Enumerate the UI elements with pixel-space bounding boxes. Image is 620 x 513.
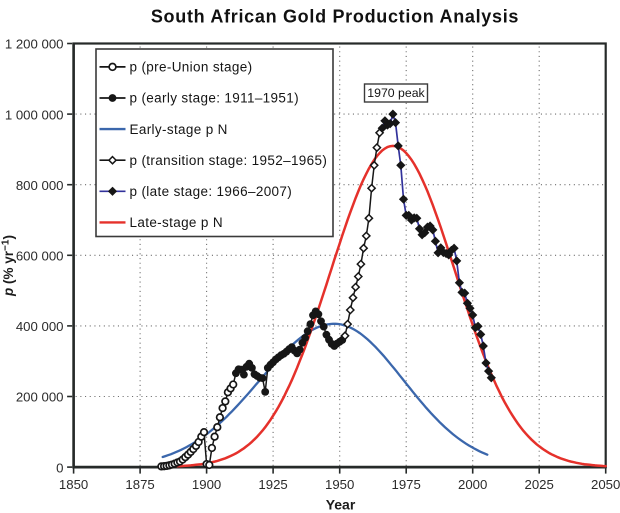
- svg-text:1850: 1850: [59, 477, 88, 492]
- svg-text:1950: 1950: [325, 477, 354, 492]
- svg-text:800 000: 800 000: [16, 178, 64, 193]
- svg-text:1925: 1925: [258, 477, 287, 492]
- svg-text:400 000: 400 000: [16, 319, 64, 334]
- svg-text:2050: 2050: [591, 477, 620, 492]
- svg-text:1975: 1975: [392, 477, 421, 492]
- svg-text:1 000 000: 1 000 000: [5, 107, 64, 122]
- svg-text:1970 peak: 1970 peak: [367, 86, 425, 100]
- svg-text:1 200 000: 1 200 000: [5, 37, 64, 52]
- svg-text:Late-stage p N: Late-stage p N: [130, 215, 223, 230]
- svg-text:Early-stage p N: Early-stage p N: [130, 122, 228, 137]
- svg-text:2000: 2000: [458, 477, 487, 492]
- svg-text:0: 0: [56, 460, 63, 475]
- svg-text:1900: 1900: [192, 477, 221, 492]
- svg-text:200 000: 200 000: [16, 390, 64, 405]
- svg-text:1875: 1875: [125, 477, 154, 492]
- svg-text:p (pre-Union stage): p (pre-Union stage): [130, 60, 253, 75]
- svg-text:South African Gold Production: South African Gold Production Analysis: [151, 6, 519, 26]
- svg-text:600 000: 600 000: [16, 249, 64, 264]
- svg-text:Year: Year: [326, 497, 356, 513]
- svg-text:2025: 2025: [525, 477, 554, 492]
- svg-text:p (early stage: 1911–1951): p (early stage: 1911–1951): [130, 91, 299, 106]
- svg-text:p (transition stage: 1952–1965: p (transition stage: 1952–1965): [130, 153, 328, 168]
- svg-text:p (late stage: 1966–2007): p (late stage: 1966–2007): [130, 184, 293, 199]
